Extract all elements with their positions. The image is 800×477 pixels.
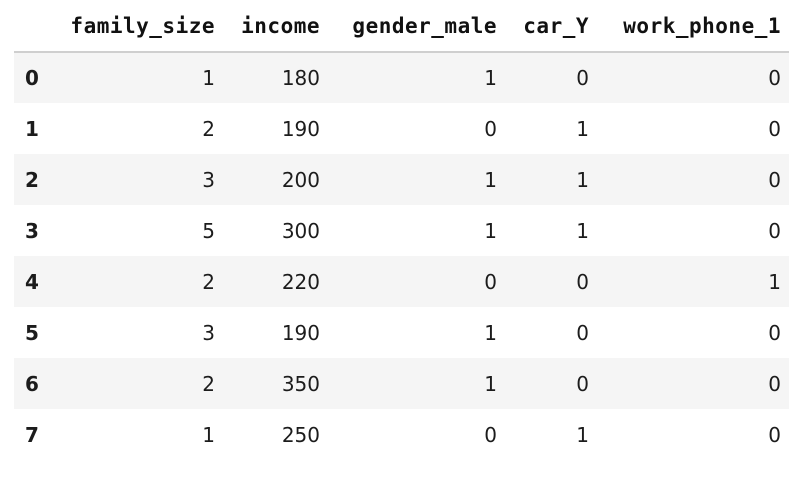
dataframe-output: family_size income gender_male car_Y work_ph… [14, 0, 789, 460]
cell-gender_male: 1 [484, 218, 497, 243]
cell-income: 190 [281, 320, 320, 345]
table-row: 7 1 250 0 1 0 [14, 409, 789, 460]
cell-work_phone_1: 1 [768, 269, 781, 294]
row-index: 1 [25, 116, 39, 141]
cell-family_size: 2 [202, 269, 215, 294]
cell-car_Y: 1 [576, 167, 589, 192]
index-column-header [14, 0, 57, 53]
cell-car_Y: 0 [576, 269, 589, 294]
cell-car_Y: 1 [576, 116, 589, 141]
cell-work_phone_1: 0 [768, 218, 781, 243]
cell-work_phone_1: 0 [768, 167, 781, 192]
cell-work_phone_1: 0 [768, 116, 781, 141]
cell-gender_male: 0 [484, 116, 497, 141]
column-header-car_Y: car_Y [505, 0, 597, 53]
cell-work_phone_1: 0 [768, 66, 781, 90]
cell-car_Y: 1 [576, 422, 589, 447]
cell-family_size: 3 [202, 320, 215, 345]
cell-income: 300 [281, 218, 320, 243]
column-header-gender_male: gender_male [328, 0, 505, 53]
table-row: 5 3 190 1 0 0 [14, 307, 789, 358]
cell-car_Y: 0 [576, 320, 589, 345]
row-index: 5 [25, 320, 39, 345]
cell-family_size: 1 [202, 66, 215, 90]
cell-gender_male: 0 [484, 422, 497, 447]
table-row: 3 5 300 1 1 0 [14, 205, 789, 256]
cell-family_size: 3 [202, 167, 215, 192]
cell-gender_male: 1 [484, 66, 497, 90]
cell-car_Y: 0 [576, 371, 589, 396]
header-row: family_size income gender_male car_Y work_ph… [14, 0, 789, 53]
cell-gender_male: 1 [484, 371, 497, 396]
row-index: 4 [25, 269, 39, 294]
table-row: 2 3 200 1 1 0 [14, 154, 789, 205]
table-row: 1 2 190 0 1 0 [14, 103, 789, 154]
row-index: 2 [25, 167, 39, 192]
cell-income: 220 [281, 269, 320, 294]
dataframe-body: 0 1 180 1 0 0 1 2 190 0 1 0 2 3 200 1 1 0 3 5 300 1 1 0 4 2 220 0 0 1… [14, 52, 789, 460]
cell-work_phone_1: 0 [768, 371, 781, 396]
table-row: 0 1 180 1 0 0 [14, 52, 789, 103]
cell-income: 180 [281, 66, 320, 90]
row-index: 0 [25, 66, 39, 90]
cell-work_phone_1: 0 [768, 320, 781, 345]
row-index: 6 [25, 371, 39, 396]
column-header-income: income [223, 0, 328, 53]
cell-income: 190 [281, 116, 320, 141]
row-index: 3 [25, 218, 39, 243]
row-index: 7 [25, 422, 39, 447]
column-header-work_phone_1: work_phone_1 [597, 0, 789, 53]
cell-family_size: 1 [202, 422, 215, 447]
dataframe-table: family_size income gender_male car_Y work_ph… [14, 0, 789, 460]
cell-income: 200 [281, 167, 320, 192]
cell-car_Y: 0 [576, 66, 589, 90]
column-header-family_size: family_size [57, 0, 223, 53]
cell-gender_male: 0 [484, 269, 497, 294]
cell-work_phone_1: 0 [768, 422, 781, 447]
table-row: 4 2 220 0 0 1 [14, 256, 789, 307]
cell-family_size: 2 [202, 371, 215, 396]
table-row: 6 2 350 1 0 0 [14, 358, 789, 409]
cell-family_size: 2 [202, 116, 215, 141]
cell-gender_male: 1 [484, 167, 497, 192]
dataframe-header: family_size income gender_male car_Y work_ph… [14, 0, 789, 53]
cell-car_Y: 1 [576, 218, 589, 243]
cell-family_size: 5 [202, 218, 215, 243]
cell-income: 350 [281, 371, 320, 396]
cell-gender_male: 1 [484, 320, 497, 345]
cell-income: 250 [281, 422, 320, 447]
